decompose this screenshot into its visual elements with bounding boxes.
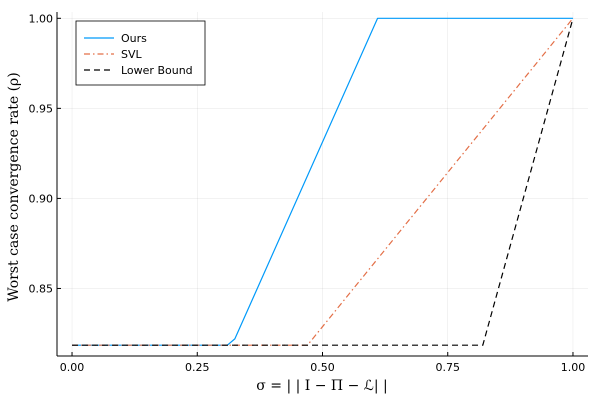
legend-box — [75, 20, 206, 86]
series-lines — [72, 17, 574, 346]
y-tick-label: 0.90 — [29, 192, 54, 205]
grid — [57, 12, 588, 356]
legend: Ours SVL Lower Bound — [75, 20, 206, 86]
y-axis-label: Worst case convergence rate (ρ) — [6, 72, 22, 302]
legend-label: Ours — [121, 32, 147, 45]
axes — [56, 12, 588, 357]
x-tick-label: 0.00 — [60, 361, 85, 374]
x-tick-label: 0.25 — [185, 361, 210, 374]
x-tick-label: 0.75 — [435, 361, 460, 374]
x-tick-label: 1.00 — [561, 361, 586, 374]
y-tick-label: 1.00 — [29, 12, 54, 25]
y-tick-label: 0.85 — [29, 282, 54, 295]
y-tick-label: 0.95 — [29, 102, 54, 115]
legend-label: Lower Bound — [121, 64, 193, 77]
x-axis-label: σ = | | I − Π − ℒ| | — [256, 378, 388, 394]
legend-label: SVL — [121, 48, 143, 61]
series-line-lower-bound — [72, 18, 574, 346]
x-tick-label: 0.50 — [310, 361, 335, 374]
tick-labels: 0.00 0.25 0.50 0.75 1.00 0.85 0.90 0.95 1.00 — [29, 12, 586, 374]
